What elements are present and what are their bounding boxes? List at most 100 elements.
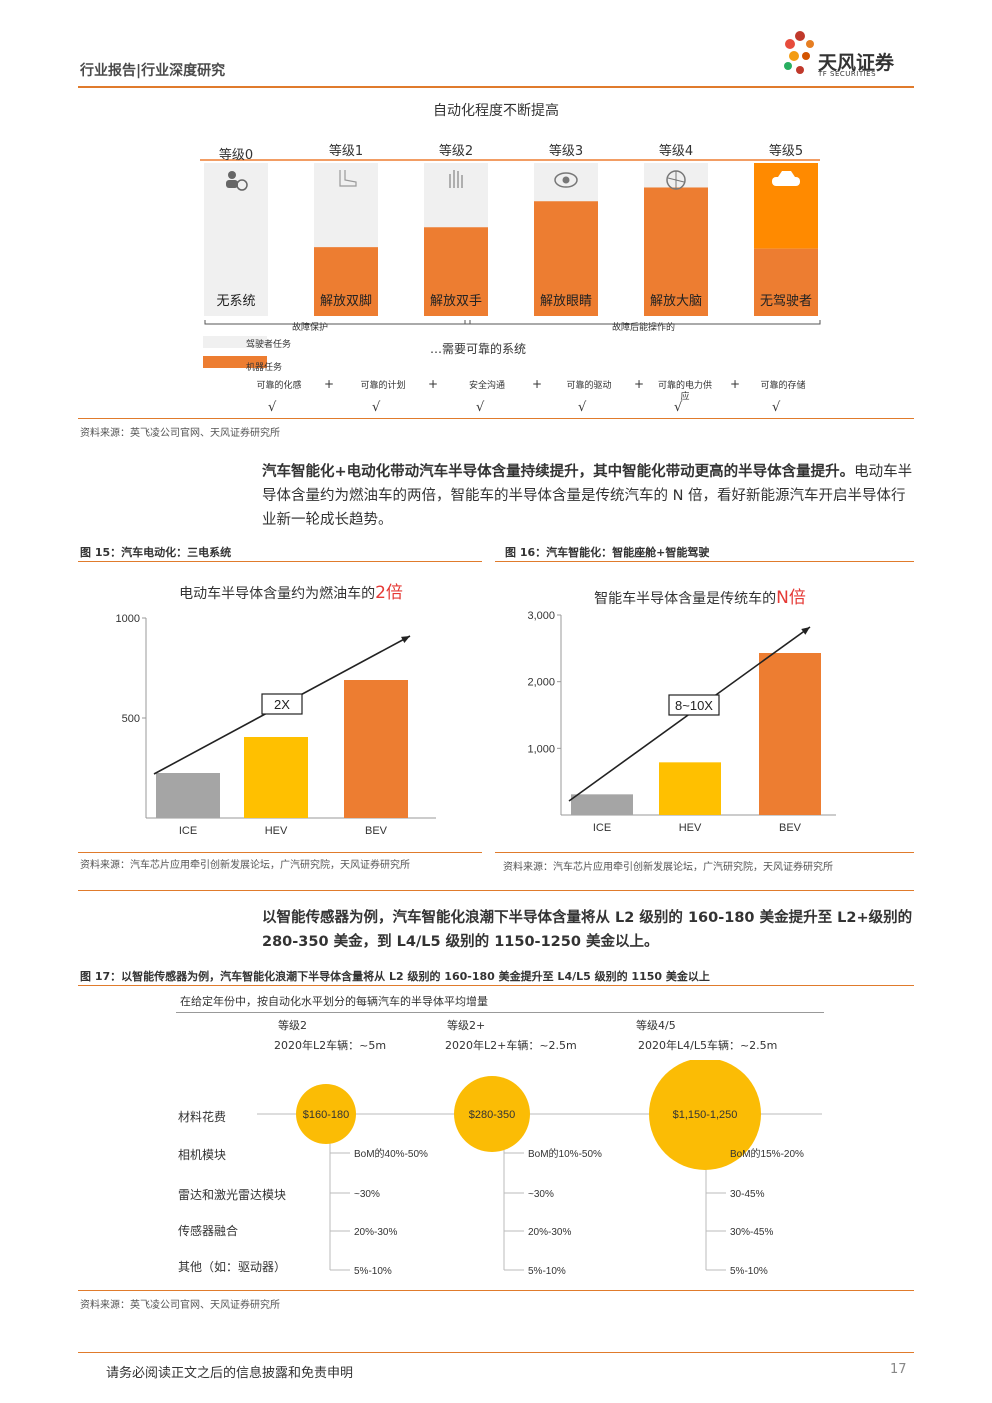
company-logo [780,28,920,83]
plus-sign: + [428,377,439,391]
driver-wheel-icon [226,171,248,191]
multiplier-box [668,694,720,716]
breakdown-value: 20%-30% [528,1227,571,1238]
level-column-heading: 等级2 [278,1019,307,1032]
fig17-row-label: 相机模块 [178,1148,227,1162]
automation-level-chart [200,159,820,316]
check-mark: √ [268,400,277,415]
fig17-row-label: 材料花费 [178,1110,227,1124]
x-tick-label: HEV [265,825,288,837]
fig14-title: 自动化程度不断提高 [433,103,559,119]
x-tick-label: HEV [679,822,702,834]
breakdown-value: 5%-10% [354,1266,392,1277]
footer-rule [78,1352,914,1353]
level-heading: 等级5 [768,144,804,159]
bar [344,680,408,818]
machine-task-bar [644,187,708,316]
brace-left-label: 故障保护 [292,323,329,333]
bom-value: $280-350 [469,1109,516,1121]
breakdown-value: BoM的15%-20% [730,1147,804,1160]
paragraph-1: 汽车智能化+电动化带动汽车半导体含量持续提升，其中智能化带动更高的半导体含量提升… [262,460,914,532]
machine-task-bar [754,248,818,316]
bom-bubble [454,1076,530,1152]
y-tick-label: 500 [122,713,140,725]
breakdown-value: 30%-45% [730,1227,773,1238]
eye-icon [554,172,578,188]
requirement-label: 可靠的电力供应 [657,381,712,402]
x-tick-label: ICE [593,822,611,834]
breakdown-value: ~30% [528,1189,554,1200]
breakdown-value: ~30% [354,1189,380,1200]
fig17-source: 资料来源：英飞凌公司官网、天风证券研究所 [80,1300,280,1311]
hand-icon [449,170,463,188]
trend-arrowhead [801,627,810,635]
fig15-bar-chart: 500 1000 ICE HEV BEV 2X [116,613,436,837]
fig15-title-highlight: 2倍 [375,583,403,603]
foot-icon [339,170,357,187]
plus-sign: + [634,377,645,391]
fig16-bar-chart: 1,000 2,000 3,000 ICE HEV BEV 8~10X [527,610,836,834]
requirement-label: 可靠的驱动 [566,381,612,391]
level-bar-label: 解放眼睛 [539,294,592,309]
fig16-title-prefix: 智能车半导体含量是传统车的 [594,591,777,607]
multiplier-box [261,693,303,715]
fig15-chart-title: 电动车半导体含量约为燃油车的2倍 [100,578,482,603]
breakdown-value: 20%-30% [354,1227,397,1238]
fig15-top-rule [78,561,482,562]
logo-text-en: TF SECURITIES [818,70,877,78]
plus-sign: + [532,377,543,391]
y-tick-label: 3,000 [527,610,555,622]
breakdown-value: BoM的10%-50% [528,1147,602,1160]
requirement-label: 可靠的存储 [760,381,806,391]
fig16-bottom-rule [495,852,914,853]
level-bar-label: 无系统 [216,294,256,309]
breakdown-value: 5%-10% [730,1266,768,1277]
fig17-row-label: 传感器融合 [178,1224,239,1238]
level-bar-label: 解放双手 [429,294,482,309]
level-heading: 等级3 [548,144,584,159]
level-heading: 等级0 [218,148,254,163]
driver-task-bar [204,163,268,316]
check-mark: √ [372,400,381,415]
level-heading: 等级1 [328,144,364,159]
level-bar-label: 解放双脚 [319,294,372,309]
fig15-bottom-rule [78,852,482,853]
fig17-caption: 图 17：以智能传感器为例，汽车智能化浪潮下半导体含量将从 L2 级别的 160… [80,970,710,983]
vehicle-volume-label: 2020年L2+车辆：~2.5m [445,1039,577,1052]
fig16-title-highlight: N倍 [776,588,806,608]
brace-row [204,320,821,325]
fig17-bottom-rule [78,1290,914,1291]
machine-task-bar [424,227,488,316]
vehicle-volume-label: 2020年L4/L5车辆：~2.5m [638,1039,778,1052]
fig14-source: 资料来源：英飞凌公司官网、天风证券研究所 [80,428,280,439]
y-tick-label: 1,000 [527,743,555,755]
bom-value: $1,150-1,250 [673,1109,738,1121]
header-rule [78,86,914,88]
y-tick-label: 1000 [116,613,140,625]
multiplier-label: 8~10X [675,698,713,713]
machine-task-bar [534,201,598,316]
y-tick-label: 2,000 [527,677,555,689]
multiplier-label: 2X [274,697,290,712]
bar [571,794,633,815]
bom-value: $160-180 [303,1109,350,1121]
level-heading: 等级4 [658,144,694,159]
x-tick-label: BEV [779,822,802,834]
bar [659,762,721,815]
report-header-title: 行业报告|行业深度研究 [80,63,226,79]
fig17-top-rule [78,985,914,986]
reliable-note: …需要可靠的系统 [430,342,527,356]
fig17-header: 在给定年份中，按自动化水平划分的每辆汽车的半导体平均增量 [180,995,488,1008]
logo-flower-icon [784,31,814,74]
legend-driver-label: 驾驶者任务 [246,340,292,350]
fig17-row-label: 其他（如：驱动器） [178,1260,287,1274]
paragraph-1-text: 电动车半导体含量约为燃油车的两倍，智能车的半导体含量是传统汽车的 N 倍，看好新… [262,464,913,528]
logo-text-cn: 天风证券 [818,52,895,74]
paragraph-1-bold: 汽车智能化+电动化带动汽车半导体含量持续提升，其中智能化带动更高的半导体含量提升… [262,464,855,480]
fig14-bottom-rule [78,418,914,419]
requirement-label: 可靠的化感 [256,381,302,391]
requirement-label: 安全沟通 [468,381,505,391]
level-heading: 等级2 [438,144,474,159]
fig1516-bottom-rule [78,890,914,891]
footer-disclaimer: 请务必阅读正文之后的信息披露和免责申明 [106,1366,354,1381]
